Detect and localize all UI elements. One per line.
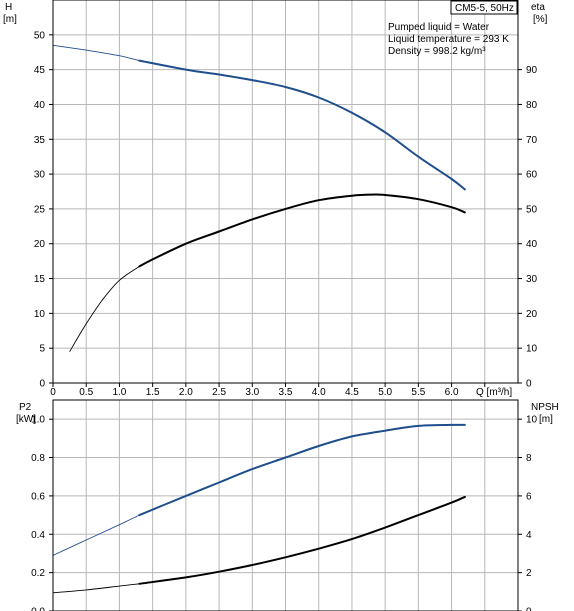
bottom-left-tick-label: 0.6 — [31, 491, 45, 502]
bottom-curves — [52, 423, 466, 594]
bottom-grid — [53, 400, 518, 611]
top-left-tick-label: 0 — [39, 379, 45, 390]
bottom-right-tick-label: 8 — [526, 453, 532, 464]
info-line-density: Density = 998.2 kg/m³ — [388, 46, 486, 57]
x-tick-label: 5.0 — [378, 387, 392, 398]
bottom-blue-curve — [138, 423, 466, 517]
top-right-tick-label: 40 — [526, 239, 538, 250]
top-right-tick-label: 0 — [526, 379, 532, 390]
top-right-axis-unit: [%] — [533, 14, 548, 25]
top-left-tick-label: 25 — [34, 204, 46, 215]
top-left-axis-unit: [m] — [3, 14, 17, 25]
top-left-tick-label: 40 — [34, 100, 46, 111]
x-axis-label: Q [m³/h] — [476, 387, 512, 398]
bottom-left-tick-label: 0.4 — [31, 530, 45, 541]
top-left-tick-label: 50 — [34, 30, 46, 41]
x-tick-label: 1.5 — [146, 387, 160, 398]
top-left-tick-label: 5 — [39, 344, 45, 355]
title-box — [450, 0, 518, 15]
bottom-right-tick-label: 6 — [526, 491, 532, 502]
info-line-temperature: Liquid temperature = 293 K — [388, 34, 509, 45]
x-tick-label: 5.5 — [411, 387, 425, 398]
chart-title: CM5-5, 50Hz — [455, 3, 514, 14]
bottom-right-tick-label: 4 — [526, 530, 532, 541]
x-tick-label: 0 — [50, 387, 56, 398]
top-left-tick-label: 35 — [34, 135, 46, 146]
top-tick-labels: 0 0.5 1.0 1.5 2.0 2.5 3.0 3.5 4.0 4.5 5.0 5.5 6.0 0 5 1… — [34, 30, 538, 398]
top-black-curve-thin — [69, 266, 140, 352]
top-right-tick-label: 90 — [526, 65, 538, 76]
x-tick-label: 1.0 — [112, 387, 126, 398]
bottom-black-curve-thin — [52, 583, 140, 594]
x-tick-label: 0.5 — [79, 387, 93, 398]
top-right-tick-label: 80 — [526, 100, 538, 111]
x-tick-label: 2.0 — [179, 387, 193, 398]
top-right-tick-label: 60 — [526, 170, 538, 181]
bottom-left-tick-label: 0.8 — [31, 453, 45, 464]
bottom-right-tick-label: 10 — [526, 415, 538, 426]
bottom-right-axis-label: NPSH — [531, 402, 559, 413]
x-tick-label: 6.0 — [445, 387, 459, 398]
top-left-tick-label: 10 — [34, 309, 46, 320]
info-line-liquid: Pumped liquid = Water — [388, 22, 490, 33]
x-tick-label: 3.0 — [245, 387, 259, 398]
top-right-tick-label: 50 — [526, 204, 538, 215]
top-right-tick-label: 10 — [526, 344, 538, 355]
top-left-tick-label: 45 — [34, 65, 46, 76]
top-left-axis-label: H — [5, 2, 12, 13]
bottom-left-axis-unit: [kW] — [16, 414, 36, 425]
bottom-left-tick-label: 0.0 — [31, 607, 45, 611]
bottom-tick-labels: 0.0 0.2 0.4 0.6 0.8 1.0 0 2 4 6 8 10 — [31, 415, 538, 611]
bottom-right-axis-unit: [m] — [539, 414, 553, 425]
top-left-tick-label: 30 — [34, 170, 46, 181]
x-tick-label: 3.5 — [279, 387, 293, 398]
bottom-right-tick-label: 2 — [526, 568, 532, 579]
top-right-tick-label: 30 — [526, 274, 538, 285]
top-black-curve — [138, 193, 466, 268]
bottom-right-tick-label: 0 — [526, 607, 532, 611]
top-panel: 0 0.5 1.0 1.5 2.0 2.5 3.0 3.5 4.0 4.5 5.0 5.5 6.0 0 5 1… — [3, 0, 548, 398]
top-blue-curve — [138, 59, 466, 191]
top-left-tick-label: 20 — [34, 239, 46, 250]
bottom-left-tick-label: 0.2 — [31, 568, 45, 579]
x-tick-label: 2.5 — [212, 387, 226, 398]
bottom-black-curve — [138, 495, 466, 585]
top-right-tick-label: 20 — [526, 309, 538, 320]
bottom-blue-curve-thin — [52, 514, 140, 556]
top-grid — [53, 0, 518, 383]
x-tick-label: 4.0 — [312, 387, 326, 398]
top-curves — [52, 44, 466, 352]
top-left-tick-label: 15 — [34, 274, 46, 285]
x-tick-label: 4.5 — [345, 387, 359, 398]
bottom-left-tick-label: 1.0 — [31, 415, 45, 426]
bottom-panel: 0.0 0.2 0.4 0.6 0.8 1.0 0 2 4 6 8 10 P2 [kW] NPSH [… — [16, 399, 559, 611]
bottom-left-axis-label: P2 — [19, 402, 32, 413]
top-right-axis-label: eta — [531, 2, 545, 13]
top-blue-curve-thin — [52, 44, 140, 62]
bottom-frame — [52, 399, 519, 611]
top-right-tick-label: 70 — [526, 135, 538, 146]
